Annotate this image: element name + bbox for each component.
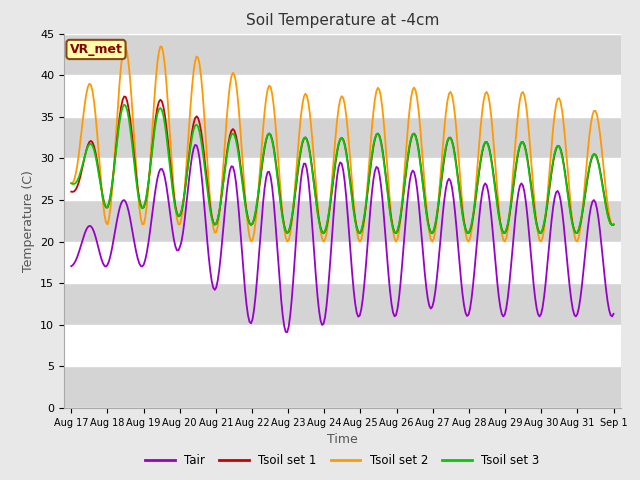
Y-axis label: Temperature (C): Temperature (C) [22, 170, 35, 272]
Bar [64, 325, 621, 366]
Text: VR_met: VR_met [70, 43, 122, 56]
Bar [64, 158, 621, 200]
X-axis label: Time: Time [327, 433, 358, 446]
Bar [64, 283, 621, 325]
Bar [64, 34, 621, 75]
Bar [64, 75, 621, 117]
Title: Soil Temperature at -4cm: Soil Temperature at -4cm [246, 13, 439, 28]
Bar [64, 366, 621, 408]
Legend: Tair, Tsoil set 1, Tsoil set 2, Tsoil set 3: Tair, Tsoil set 1, Tsoil set 2, Tsoil se… [141, 449, 544, 471]
Bar [64, 241, 621, 283]
Bar [64, 117, 621, 158]
Bar [64, 200, 621, 241]
